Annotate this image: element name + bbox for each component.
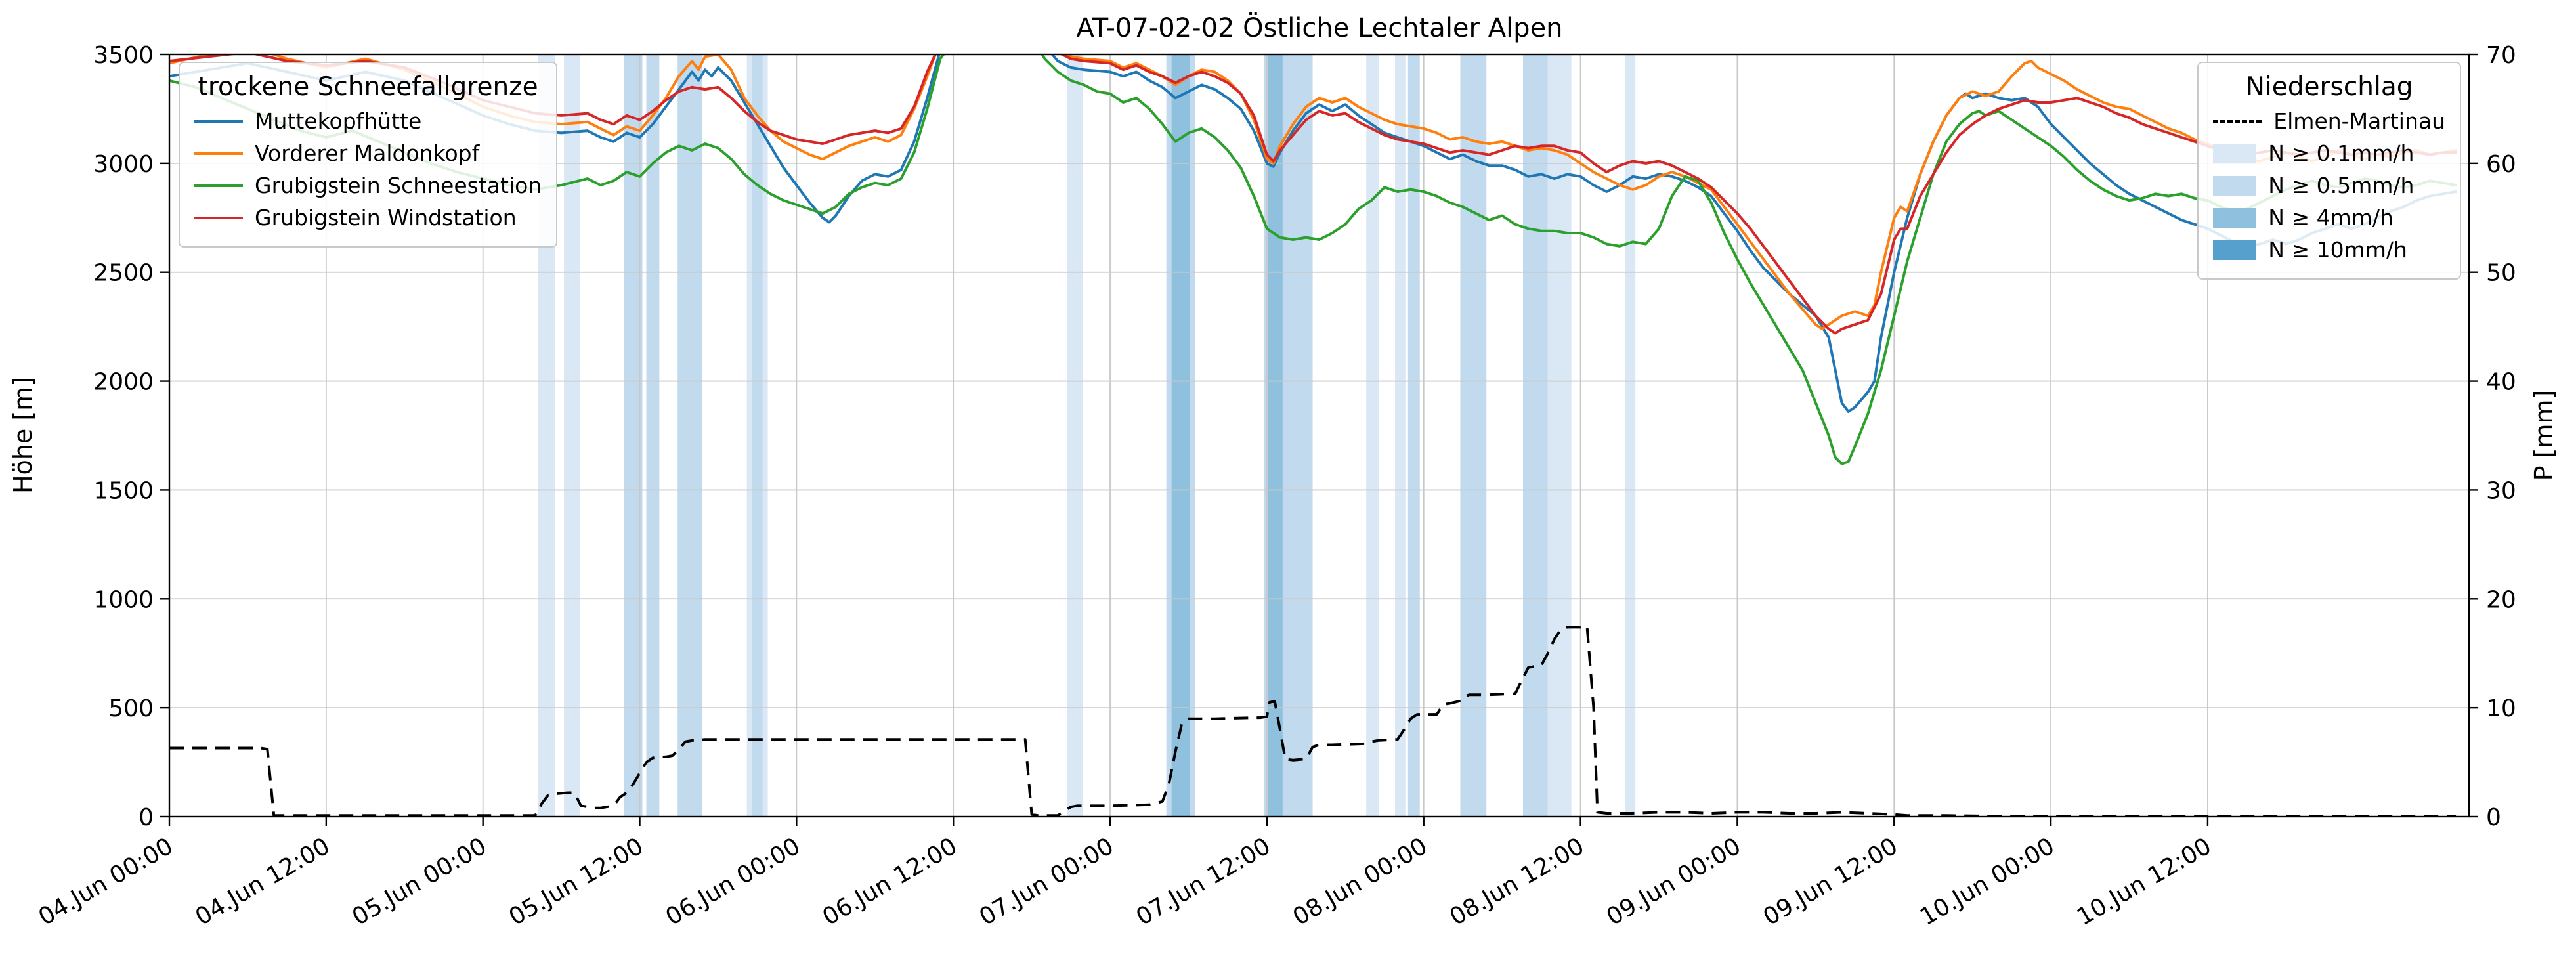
legend-patch-sample [2213, 175, 2257, 196]
precip-band [1522, 54, 1548, 817]
legend-item-label: N ≥ 0.5mm/h [2268, 173, 2415, 198]
precip-band [1407, 54, 1420, 817]
legend-item: Muttekopfhütte [194, 108, 542, 134]
legend-item-label: Elmen-Martinau [2273, 108, 2445, 134]
y-left-tick-label: 500 [108, 695, 154, 722]
chart-title: AT-07-02-02 Östliche Lechtaler Alpen [1076, 12, 1562, 43]
legend-snowline-title: trockene Schneefallgrenze [198, 72, 538, 102]
x-tick-label: 10.Jun 12:00 [2072, 832, 2216, 931]
y-left-tick-label: 2500 [93, 260, 154, 287]
legend-item: Grubigstein Windstation [194, 205, 542, 230]
y-right-axis-label: P [mm] [2529, 390, 2558, 481]
legend-line-sample [194, 152, 243, 155]
legend-item-label: Grubigstein Windstation [255, 205, 517, 230]
legend-item-label: Muttekopfhütte [255, 108, 422, 134]
legend-item-label: N ≥ 4mm/h [2268, 205, 2394, 230]
legend-line-sample [194, 184, 243, 187]
x-tick-label: 08.Jun 12:00 [1446, 832, 1589, 931]
y-right-tick-label: 70 [2486, 42, 2516, 69]
x-tick-label: 04.Jun 12:00 [191, 832, 335, 931]
y-left-tick-label: 1500 [93, 477, 154, 504]
legend-item: N ≥ 0.5mm/h [2213, 173, 2445, 198]
legend-precip-title: Niederschlag [2245, 72, 2413, 102]
legend-item-label: Vorderer Maldonkopf [255, 140, 480, 166]
y-left-tick-label: 2000 [93, 369, 154, 396]
precip-band [1394, 54, 1406, 817]
legend-patch-sample [2213, 240, 2257, 260]
precip-band [1366, 54, 1380, 817]
series-line [169, 54, 2458, 330]
legend-item: Elmen-Martinau [2213, 108, 2445, 134]
x-tick-label: 07.Jun 12:00 [1132, 832, 1276, 931]
legend-snowline: trockene Schneefallgrenze Muttekopfhütte… [179, 62, 558, 248]
legend-item: Grubigstein Schneestation [194, 173, 542, 198]
legend-item-label: Grubigstein Schneestation [255, 173, 542, 198]
x-tick-label: 06.Jun 12:00 [818, 832, 962, 931]
legend-line-sample [194, 216, 243, 219]
precip-band [752, 54, 763, 817]
y-left-tick-label: 1000 [93, 586, 154, 613]
y-right-tick-label: 60 [2486, 151, 2516, 178]
plot-border [168, 53, 2470, 818]
legend-patch-sample [2213, 143, 2257, 163]
y-right-tick-label: 0 [2486, 804, 2501, 831]
x-tick-label: 07.Jun 00:00 [975, 832, 1119, 931]
y-left-tick-label: 3500 [93, 42, 154, 69]
legend-precip: Niederschlag Elmen-Martinau N ≥ 0.1mm/h N … [2197, 62, 2461, 280]
tick-marks [160, 53, 2478, 826]
series-line [169, 54, 2458, 335]
legend-item-label: N ≥ 0.1mm/h [2268, 140, 2415, 166]
x-tick-label: 09.Jun 12:00 [1759, 832, 1902, 931]
y-right-tick-label: 20 [2486, 586, 2516, 613]
y-right-tick-label: 10 [2486, 695, 2516, 722]
x-tick-label: 05.Jun 00:00 [348, 832, 492, 931]
snowline-series [169, 54, 2458, 465]
legend-dashed-line-sample [2213, 119, 2262, 123]
legend-item: N ≥ 4mm/h [2213, 205, 2445, 230]
legend-item: N ≥ 0.1mm/h [2213, 140, 2445, 166]
precip-band [564, 54, 580, 817]
series-line [169, 54, 2458, 413]
precip-band [1171, 54, 1190, 817]
axes-frame [168, 53, 2470, 818]
legend-item-label: N ≥ 10mm/h [2268, 237, 2407, 263]
precip-band [646, 54, 660, 817]
precip-band [1625, 54, 1636, 817]
x-tick-label: 09.Jun 00:00 [1602, 832, 1746, 931]
precip-band [1067, 54, 1083, 817]
precip-line [169, 624, 2457, 817]
y-left-axis-label: Höhe [m] [9, 377, 37, 494]
y-left-tick-label: 0 [139, 804, 154, 831]
x-tick-label: 06.Jun 00:00 [661, 832, 805, 931]
legend-line-sample [194, 119, 243, 123]
legend-patch-sample [2213, 207, 2257, 228]
legend-item: Vorderer Maldonkopf [194, 140, 542, 166]
y-right-tick-label: 50 [2486, 260, 2516, 287]
legend-item: N ≥ 10mm/h [2213, 237, 2445, 263]
precip-band [677, 54, 703, 817]
precip-band [1460, 54, 1487, 817]
x-tick-label: 05.Jun 12:00 [504, 832, 648, 931]
precip-band [1268, 54, 1283, 817]
precip-bands [538, 54, 1636, 817]
precip-band [1547, 54, 1572, 817]
series-line [169, 54, 2458, 465]
x-tick-label: 04.Jun 00:00 [34, 832, 178, 931]
x-tick-label: 08.Jun 00:00 [1289, 832, 1432, 931]
precip-dashed-line [169, 624, 2457, 817]
y-right-tick-label: 30 [2486, 477, 2516, 504]
x-tick-label: 10.Jun 00:00 [1916, 832, 2059, 931]
y-left-tick-label: 3000 [93, 151, 154, 178]
y-right-tick-label: 40 [2486, 369, 2516, 396]
